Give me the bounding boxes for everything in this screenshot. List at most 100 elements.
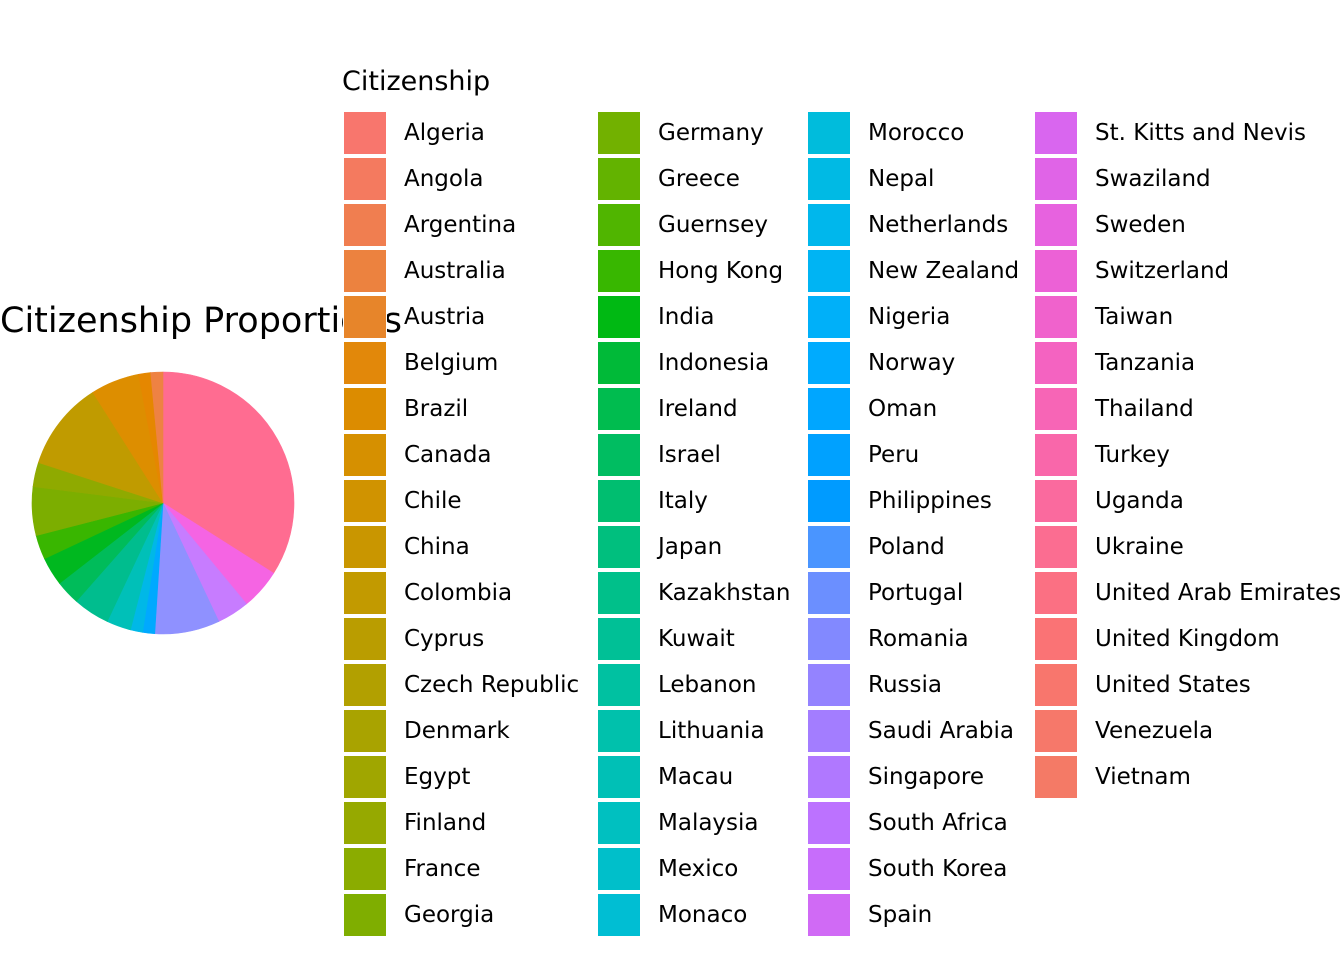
legend-label: Russia: [868, 672, 942, 698]
legend-label: Turkey: [1095, 442, 1170, 468]
legend-label: Spain: [868, 902, 933, 928]
legend-key: [1034, 709, 1078, 753]
legend-key: [343, 525, 387, 569]
legend-label: Australia: [404, 258, 506, 284]
legend-label: Netherlands: [868, 212, 1009, 238]
legend-key: [807, 433, 851, 477]
legend-key: [597, 479, 641, 523]
legend-label: Vietnam: [1095, 764, 1191, 790]
legend-label: Brazil: [404, 396, 469, 422]
legend-label: Angola: [404, 166, 484, 192]
legend-label: Lithuania: [658, 718, 765, 744]
legend-key: [597, 203, 641, 247]
legend-label: Mexico: [658, 856, 739, 882]
legend-key: [1034, 341, 1078, 385]
legend-label: France: [404, 856, 481, 882]
legend-label: Macau: [658, 764, 734, 790]
legend-label: New Zealand: [868, 258, 1020, 284]
legend-key: [807, 801, 851, 845]
legend-label: Denmark: [404, 718, 510, 744]
legend-label: Lebanon: [658, 672, 757, 698]
legend-label: Malaysia: [658, 810, 759, 836]
legend-label: Argentina: [404, 212, 517, 238]
pie-slice-united-states: [162, 371, 295, 574]
legend-label: Poland: [868, 534, 945, 560]
legend-label: Germany: [658, 120, 764, 146]
legend-key: [343, 709, 387, 753]
legend-key: [343, 341, 387, 385]
legend-key: [1034, 295, 1078, 339]
legend-key: [343, 755, 387, 799]
legend-key: [343, 387, 387, 431]
legend-label: Czech Republic: [404, 672, 580, 698]
legend-label: Hong Kong: [658, 258, 784, 284]
legend-key: [343, 617, 387, 661]
legend-key: [807, 479, 851, 523]
legend-label: Nepal: [868, 166, 935, 192]
legend-label: Finland: [404, 810, 487, 836]
legend-key: [343, 571, 387, 615]
legend-label: South Korea: [868, 856, 1008, 882]
legend-key: [1034, 663, 1078, 707]
legend-key: [597, 249, 641, 293]
legend-label: United Kingdom: [1095, 626, 1280, 652]
legend-key: [807, 111, 851, 155]
legend-key: [343, 893, 387, 937]
legend-key: [343, 203, 387, 247]
legend-key: [597, 663, 641, 707]
legend-key: [1034, 203, 1078, 247]
legend-key: [597, 709, 641, 753]
legend-key: [597, 847, 641, 891]
legend-key: [343, 249, 387, 293]
legend-key: [597, 111, 641, 155]
legend-label: Japan: [658, 534, 723, 560]
legend-label: Indonesia: [658, 350, 770, 376]
legend-key: [343, 433, 387, 477]
legend-key: [807, 571, 851, 615]
legend-key: [597, 295, 641, 339]
legend-label: Taiwan: [1095, 304, 1174, 330]
legend-label: India: [658, 304, 715, 330]
legend-key: [343, 847, 387, 891]
legend-label: Cyprus: [404, 626, 485, 652]
legend-key: [343, 663, 387, 707]
legend-key: [597, 893, 641, 937]
legend-label: South Africa: [868, 810, 1008, 836]
legend-key: [807, 663, 851, 707]
pie-chart: [31, 371, 295, 635]
legend-label: Romania: [868, 626, 969, 652]
legend-label: Canada: [404, 442, 492, 468]
legend-key: [807, 203, 851, 247]
legend-label: Oman: [868, 396, 938, 422]
legend-key: [343, 801, 387, 845]
pie-slice-australia: [150, 371, 164, 504]
legend-label: Greece: [658, 166, 740, 192]
legend-label: Chile: [404, 488, 462, 514]
legend-label: Thailand: [1095, 396, 1194, 422]
legend-label: Philippines: [868, 488, 992, 514]
legend-label: Swaziland: [1095, 166, 1211, 192]
legend-key: [1034, 617, 1078, 661]
legend-key: [597, 801, 641, 845]
legend-key: [807, 525, 851, 569]
legend-label: St. Kitts and Nevis: [1095, 120, 1306, 146]
legend-key: [597, 525, 641, 569]
legend-key: [807, 847, 851, 891]
legend-label: Sweden: [1095, 212, 1186, 238]
legend-label: Ireland: [658, 396, 738, 422]
legend-key: [597, 755, 641, 799]
legend-key: [597, 341, 641, 385]
legend-key: [807, 893, 851, 937]
legend-key: [1034, 387, 1078, 431]
legend-key: [807, 709, 851, 753]
legend-label: United States: [1095, 672, 1251, 698]
legend-key: [807, 617, 851, 661]
legend-key: [1034, 479, 1078, 523]
legend-label: Georgia: [404, 902, 495, 928]
legend-label: Switzerland: [1095, 258, 1230, 284]
legend-title: Citizenship: [342, 66, 491, 97]
legend-label: Ukraine: [1095, 534, 1184, 560]
pie-slice-colombia: [38, 391, 164, 504]
legend-key: [343, 157, 387, 201]
legend-label: Singapore: [868, 764, 985, 790]
